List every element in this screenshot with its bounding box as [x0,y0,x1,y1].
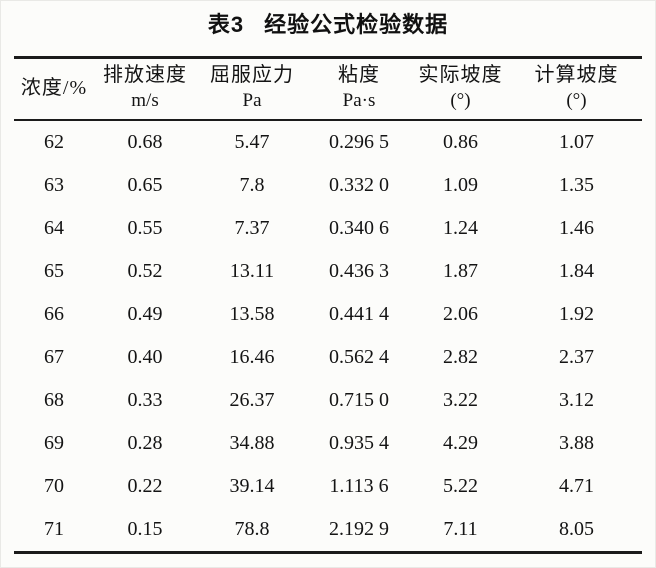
table-cell: 62 [44,131,64,153]
table-row: 69 0.28 34.88 0.935 4 4.29 3.88 [14,422,642,465]
table-cell: 0.296 5 [329,131,389,153]
table-cell: 65 [44,260,64,282]
table-cell: 7.11 [443,518,478,540]
column-unit: (°) [450,90,471,111]
table-cell: 63 [44,174,64,196]
table-cell: 8.05 [559,518,594,540]
table-cell: 0.55 [127,217,163,239]
table-cell: 5.47 [234,131,270,153]
table-cell: 3.88 [559,432,594,454]
column-unit: (°) [566,90,587,111]
table-cell: 13.11 [229,260,275,282]
table-cell: 66 [44,303,64,325]
table-cell: 34.88 [229,432,275,454]
table-title: 表3 经验公式检验数据 [0,7,656,39]
table-cell: 0.935 4 [329,432,389,454]
table-header: 浓度/% 排放速度 m/s 屈服应力 Pa 粘度 Pa·s 实际坡度 (° [14,57,642,121]
table-cell: 0.441 4 [329,303,389,325]
table-cell: 0.52 [127,260,163,282]
table-cell: 0.436 3 [329,260,389,282]
table-row: 67 0.40 16.46 0.562 4 2.82 2.37 [14,336,642,379]
column-header-actual-slope: 实际坡度 (°) [410,57,511,121]
table-row: 62 0.68 5.47 0.296 5 0.86 1.07 [14,120,642,164]
table-row: 63 0.65 7.8 0.332 0 1.09 1.35 [14,164,642,207]
table-row: 65 0.52 13.11 0.436 3 1.87 1.84 [14,250,642,293]
table-cell: 0.86 [443,131,478,153]
data-table: 浓度/% 排放速度 m/s 屈服应力 Pa 粘度 Pa·s 实际坡度 (° [14,56,642,554]
column-header-calculated-slope: 计算坡度 (°) [511,57,642,121]
column-header-concentration: 浓度/% [14,57,94,121]
table-cell: 0.28 [127,432,163,454]
table-cell: 71 [44,518,64,540]
table-cell: 2.37 [559,346,594,368]
table-cell: 13.58 [229,303,275,325]
table-title-text: 经验公式检验数据 [264,12,449,37]
table-cell: 0.340 6 [329,217,389,239]
table-cell: 0.562 4 [329,346,389,368]
column-header-discharge-velocity: 排放速度 m/s [94,57,196,121]
table-cell: 26.37 [229,389,275,411]
table-cell: 1.84 [559,260,594,282]
column-label: 屈服应力 [210,64,294,86]
table-cell: 2.192 9 [329,518,389,540]
table-row: 68 0.33 26.37 0.715 0 3.22 3.12 [14,379,642,422]
table-cell: 4.71 [559,475,594,497]
table-cell: 4.29 [443,432,478,454]
header-row: 浓度/% 排放速度 m/s 屈服应力 Pa 粘度 Pa·s 实际坡度 (° [14,57,642,121]
table-cell: 3.12 [559,389,594,411]
column-header-yield-stress: 屈服应力 Pa [196,57,308,121]
table-cell: 64 [44,217,64,239]
table-cell: 0.15 [127,518,163,540]
table-cell: 1.35 [559,174,594,196]
table-cell: 0.33 [127,389,163,411]
table-cell: 7.37 [234,217,270,239]
column-label: 浓度/% [20,76,88,99]
table-cell: 7.8 [239,174,265,196]
table-cell: 0.40 [127,346,163,368]
table-cell: 1.92 [559,303,594,325]
table-cell: 0.715 0 [329,389,389,411]
table-row: 70 0.22 39.14 1.113 6 5.22 4.71 [14,465,642,508]
column-label: 粘度 [338,64,380,86]
table-cell: 70 [44,475,64,497]
table-cell: 1.09 [443,174,478,196]
table-cell: 2.82 [443,346,478,368]
table-cell: 0.332 0 [329,174,389,196]
table-cell: 3.22 [443,389,478,411]
table-cell: 1.24 [443,217,478,239]
table-cell: 2.06 [443,303,478,325]
table-row: 71 0.15 78.8 2.192 9 7.11 8.05 [14,508,642,553]
table-row: 64 0.55 7.37 0.340 6 1.24 1.46 [14,207,642,250]
column-label: 实际坡度 [418,64,503,86]
table-cell: 1.07 [559,131,594,153]
table-body: 62 0.68 5.47 0.296 5 0.86 1.07 63 0.65 7.8 0.332 … [14,120,642,553]
table-cell: 0.22 [127,475,163,497]
table-number: 表3 [207,12,245,37]
table-cell: 67 [44,346,64,368]
table-cell: 39.14 [229,475,275,497]
table-cell: 1.113 6 [329,475,389,497]
column-header-viscosity: 粘度 Pa·s [308,57,410,121]
table-cell: 78.8 [234,518,270,540]
table-row: 66 0.49 13.58 0.441 4 2.06 1.92 [14,293,642,336]
table-cell: 0.49 [127,303,163,325]
table-cell: 68 [44,389,64,411]
table-cell: 69 [44,432,64,454]
column-unit: Pa·s [342,90,376,111]
table-cell: 0.68 [127,131,163,153]
table-cell: 1.46 [559,217,594,239]
column-label: 排放速度 [103,64,187,86]
column-label: 计算坡度 [534,64,619,86]
column-unit: Pa [242,90,262,111]
table-cell: 0.65 [127,174,163,196]
table-cell: 1.87 [443,260,478,282]
table-cell: 16.46 [229,346,275,368]
column-unit: m/s [131,90,159,111]
table-cell: 5.22 [443,475,478,497]
